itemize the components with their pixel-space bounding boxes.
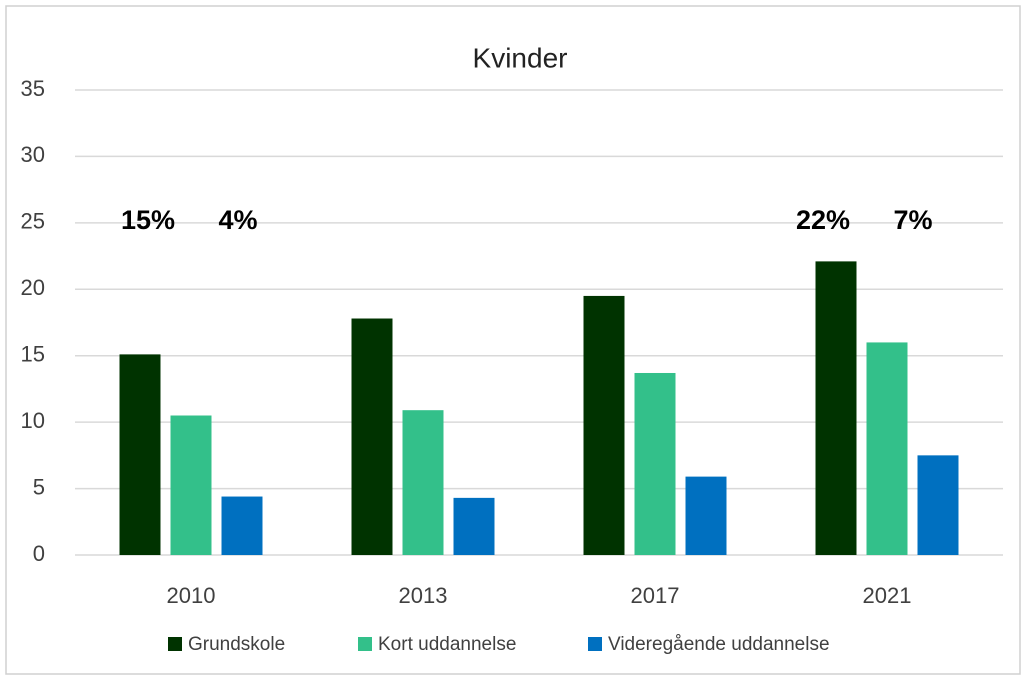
x-tick-label: 2021 — [863, 583, 912, 608]
legend-swatch — [168, 637, 182, 651]
bar — [351, 318, 393, 555]
bar — [453, 497, 495, 555]
legend-swatch — [588, 637, 602, 651]
y-tick-label: 5 — [33, 474, 45, 499]
bar — [866, 342, 908, 555]
bar — [634, 372, 676, 555]
legend-swatch — [358, 637, 372, 651]
bar — [402, 410, 444, 555]
y-tick-label: 0 — [33, 541, 45, 566]
bar — [583, 295, 625, 555]
bar — [815, 261, 857, 555]
legend-label: Grundskole — [188, 634, 285, 655]
x-tick-label: 2017 — [631, 583, 680, 608]
bar — [119, 354, 161, 555]
legend-label: Videregående uddannelse — [608, 634, 830, 655]
legend-label: Kort uddannelse — [378, 634, 516, 655]
y-tick-label: 30 — [21, 142, 45, 167]
bar — [685, 476, 727, 555]
x-tick-label: 2010 — [167, 583, 216, 608]
annotation: 4% — [218, 205, 257, 235]
bar — [170, 415, 212, 555]
bar — [917, 455, 959, 555]
chart-title: Kvinder — [473, 42, 568, 73]
y-tick-label: 20 — [21, 275, 45, 300]
y-tick-label: 35 — [21, 76, 45, 101]
y-tick-label: 15 — [21, 342, 45, 367]
bar — [221, 496, 263, 555]
annotation: 7% — [893, 205, 932, 235]
y-tick-label: 10 — [21, 408, 45, 433]
x-tick-label: 2013 — [399, 583, 448, 608]
y-tick-label: 25 — [21, 209, 45, 234]
chart-border — [5, 5, 1021, 675]
annotation: 22% — [796, 205, 850, 235]
annotation: 15% — [121, 205, 175, 235]
